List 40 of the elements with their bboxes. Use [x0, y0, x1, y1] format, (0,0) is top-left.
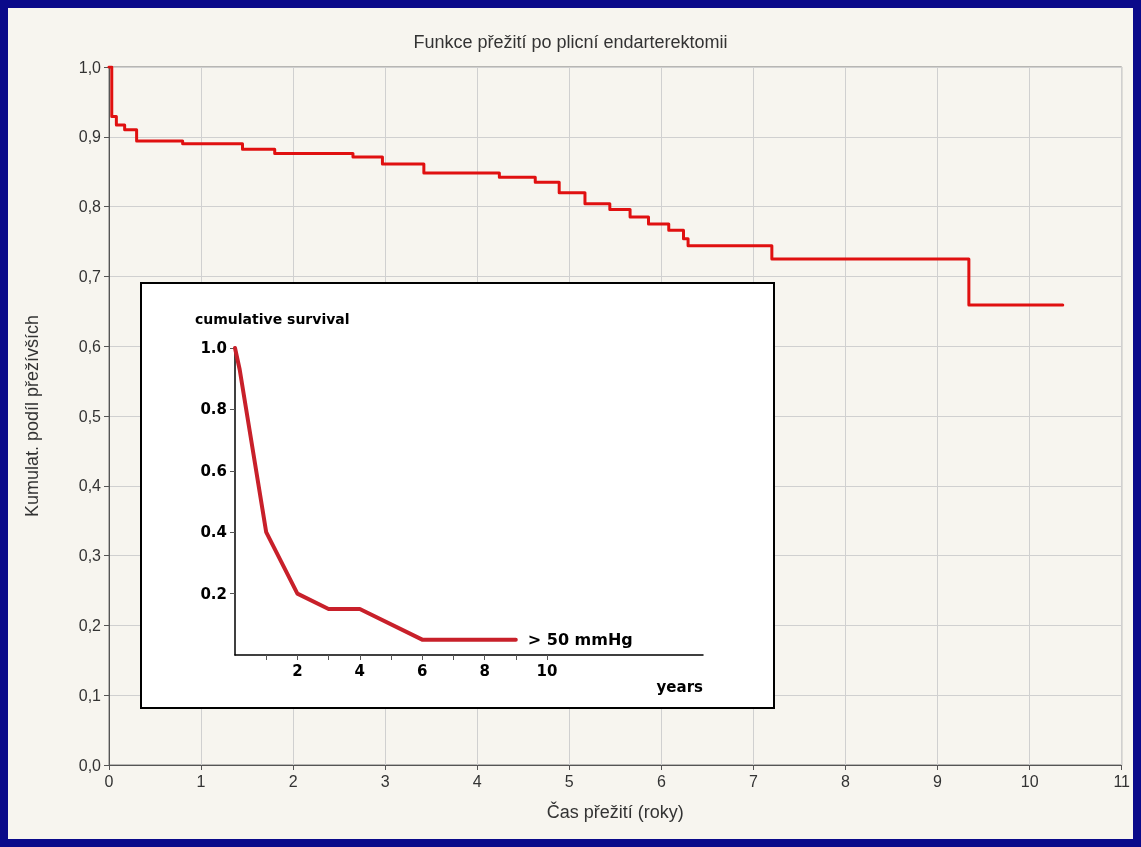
x-axis-title: Čas přežití (roky) — [546, 801, 684, 822]
x-tick-label: 11 — [1113, 772, 1131, 790]
y-tick-label: 0,2 — [78, 616, 102, 634]
line-series — [233, 346, 518, 642]
x-tick-label: 10 — [1020, 772, 1039, 790]
x-tick-label: 9 — [933, 772, 943, 790]
y-tick-label: 0,1 — [78, 686, 102, 704]
x-tick-label: 2 — [292, 661, 303, 680]
y-tick-label: 1.0 — [200, 339, 227, 357]
y-tick-label: 0,3 — [78, 547, 102, 565]
x-tick-label: 6 — [416, 661, 428, 680]
x-tick-label: 1 — [196, 772, 206, 790]
y-tick-label: 0,6 — [78, 337, 102, 355]
y-tick-label: 0,5 — [78, 407, 102, 425]
y-axis-title: cumulative survival — [195, 311, 350, 327]
y-tick-label: 0,4 — [78, 477, 102, 495]
y-axis-title: Kumulat. podíl přežívších — [22, 314, 42, 518]
chart-title: Funkce přežití po plicní endarterektomii — [413, 32, 728, 52]
y-tick-label: 0.6 — [200, 461, 227, 480]
y-tick-label: 0,9 — [78, 128, 102, 146]
y-tick-label: 0,8 — [78, 198, 102, 216]
x-tick-label: 4 — [472, 772, 482, 790]
y-tick-label: 0.2 — [200, 584, 227, 603]
y-tick-label: 0,0 — [78, 756, 102, 774]
y-tick-label: 0,7 — [78, 267, 102, 285]
x-tick-label: 7 — [748, 772, 758, 790]
x-tick-label: 6 — [656, 772, 666, 790]
x-tick-label: 8 — [841, 772, 851, 790]
x-tick-label: 3 — [380, 772, 390, 790]
x-axis-title: years — [656, 677, 704, 696]
x-tick-label: 10 — [536, 661, 558, 680]
y-tick-label: 0.4 — [200, 523, 227, 542]
y-tick-label: 0.8 — [200, 400, 227, 419]
x-tick-label: 5 — [564, 772, 574, 790]
x-tick-label: 8 — [479, 661, 490, 680]
y-tick-label: 1,0 — [78, 58, 102, 76]
x-tick-label: 2 — [288, 772, 298, 790]
x-tick-label: 0 — [104, 772, 114, 790]
annotation: > 50 mmHg — [527, 630, 633, 650]
x-tick-label: 4 — [354, 661, 366, 680]
